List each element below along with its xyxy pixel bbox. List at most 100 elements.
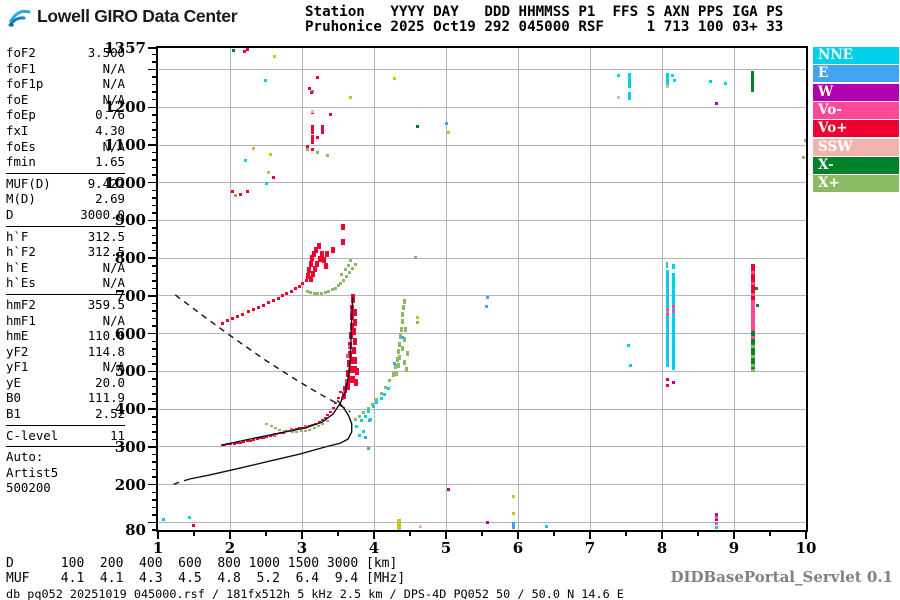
echo-dot bbox=[327, 289, 331, 293]
param-row: h`F 312.5 bbox=[6, 229, 125, 245]
echo-dot bbox=[329, 410, 333, 413]
echo-dot bbox=[512, 494, 516, 498]
y-axis-tick bbox=[152, 53, 156, 56]
echo-dot bbox=[232, 442, 236, 445]
echo-dot bbox=[291, 430, 295, 433]
y-axis-tick bbox=[152, 61, 156, 63]
echo-dot bbox=[396, 349, 400, 355]
echo-dot bbox=[264, 182, 268, 186]
param-row: yF2 114.8 bbox=[6, 344, 125, 360]
logo-title: Lowell GIRO Data Center bbox=[37, 5, 238, 26]
echo-dot bbox=[413, 255, 417, 259]
echo-dot bbox=[317, 421, 321, 424]
echo-dot bbox=[445, 122, 449, 126]
y-axis-tick bbox=[148, 68, 156, 71]
echo-dot bbox=[404, 327, 408, 333]
echo-dot bbox=[371, 405, 375, 409]
param-label: h`Es bbox=[6, 275, 36, 291]
echo-dot bbox=[347, 350, 352, 358]
x-axis-label: 2 bbox=[224, 539, 236, 557]
echo-dot bbox=[316, 292, 320, 296]
echo-dot bbox=[333, 286, 337, 290]
echo-dot bbox=[245, 48, 249, 52]
echo-dot bbox=[226, 319, 230, 323]
param-divider bbox=[6, 446, 125, 448]
echo-dot bbox=[308, 261, 313, 268]
echo-dot bbox=[401, 311, 405, 317]
y-axis-tick bbox=[152, 242, 156, 244]
echo-dot bbox=[666, 85, 670, 89]
y-axis-tick bbox=[148, 295, 156, 297]
y-axis-tick bbox=[148, 106, 156, 108]
param-label: D bbox=[6, 206, 14, 222]
gridline-y bbox=[158, 295, 806, 297]
echo-dot bbox=[363, 414, 367, 418]
echo-dot bbox=[367, 409, 371, 413]
param-row: hmE 110.0 bbox=[6, 328, 125, 344]
y-axis-tick bbox=[152, 423, 156, 426]
param-row: M(D) 2.69 bbox=[6, 191, 125, 207]
y-axis-tick bbox=[152, 166, 156, 169]
param-value: 3.500 bbox=[87, 45, 125, 60]
y-axis-tick bbox=[152, 302, 156, 305]
echo-dot bbox=[375, 397, 379, 401]
echo-dot bbox=[354, 367, 359, 375]
echo-dot bbox=[261, 303, 265, 307]
param-divider bbox=[6, 172, 125, 174]
profile-extrapolation-curve bbox=[171, 478, 190, 486]
echo-dot bbox=[347, 375, 352, 383]
status-line: db pq052 20251019 045000.rsf / 181fx512h… bbox=[6, 587, 624, 600]
param-row: B0 111.9 bbox=[6, 390, 125, 406]
x-axis-label: 7 bbox=[584, 539, 596, 557]
y-axis-tick bbox=[152, 529, 156, 531]
echo-dot bbox=[345, 275, 349, 279]
echo-dot bbox=[256, 305, 260, 309]
y-axis-tick bbox=[148, 47, 156, 49]
echo-dot bbox=[242, 441, 246, 444]
echo-dot bbox=[273, 427, 277, 430]
echo-dot bbox=[326, 414, 330, 417]
param-label: hmF1 bbox=[6, 312, 36, 328]
echo-dot bbox=[358, 415, 362, 419]
echo-column bbox=[750, 263, 755, 300]
echo-dot bbox=[265, 422, 269, 425]
echo-dot bbox=[368, 418, 372, 422]
header-field-values: Pruhonice 2025 Oct19 292 045000 RSF 1 71… bbox=[305, 19, 784, 35]
y-axis-tick bbox=[152, 514, 156, 516]
echo-dot bbox=[251, 308, 255, 312]
y-axis-tick bbox=[152, 280, 156, 282]
echo-dot bbox=[404, 367, 408, 373]
echo-dot bbox=[379, 397, 383, 401]
echo-dot bbox=[345, 354, 349, 359]
echo-dot bbox=[301, 426, 305, 429]
echo-dot bbox=[221, 321, 225, 325]
echo-dot bbox=[803, 138, 806, 142]
y-axis-tick bbox=[148, 446, 156, 448]
param-value: 114.8 bbox=[87, 343, 125, 359]
y-axis-tick bbox=[152, 340, 156, 343]
y-axis-tick bbox=[152, 98, 156, 101]
echo-dot bbox=[299, 430, 303, 433]
x-axis-tick bbox=[769, 532, 771, 536]
echo-dot bbox=[273, 54, 277, 58]
x-axis-label: 9 bbox=[728, 539, 740, 557]
echo-dot bbox=[323, 416, 327, 419]
param-value: N/A bbox=[102, 359, 125, 375]
param-value: 1.65 bbox=[95, 154, 125, 170]
y-axis-tick bbox=[152, 385, 156, 388]
echo-dot bbox=[336, 284, 340, 288]
param-label: foF1 bbox=[6, 60, 36, 76]
echo-dot bbox=[316, 150, 320, 154]
param-value: N/A bbox=[102, 76, 125, 92]
echo-dot bbox=[320, 124, 324, 134]
echo-dot bbox=[715, 522, 719, 526]
y-axis-tick bbox=[152, 121, 156, 124]
y-axis-tick bbox=[152, 129, 156, 131]
param-value: N/A bbox=[102, 91, 125, 107]
gridline-y bbox=[158, 521, 806, 523]
echo-column bbox=[672, 273, 676, 370]
echo-dot bbox=[751, 345, 756, 349]
echo-dot bbox=[723, 81, 727, 85]
y-axis-tick bbox=[152, 227, 156, 229]
y-axis-label: 200 bbox=[114, 475, 146, 494]
